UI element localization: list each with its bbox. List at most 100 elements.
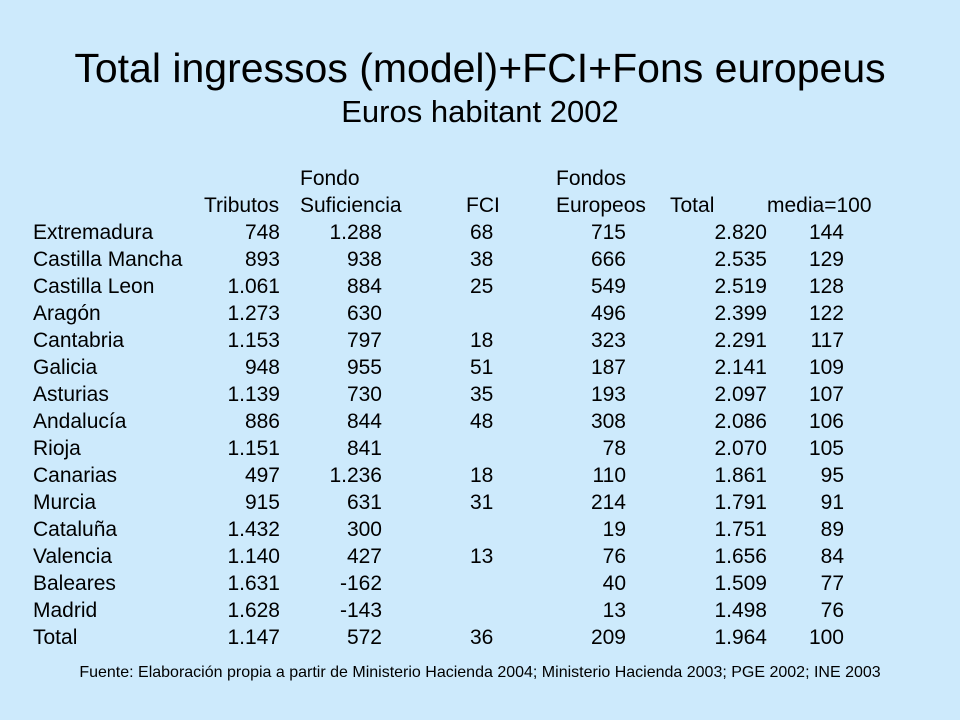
cell-region: Rioja xyxy=(33,437,81,460)
cell-total: 2.820 xyxy=(714,221,767,244)
cell-fondo: 427 xyxy=(346,545,382,568)
cell-media: 105 xyxy=(808,437,844,460)
cell-total: 2.086 xyxy=(714,410,767,433)
table-row: Extremadura 748 1.288 68 715 2.820 144 xyxy=(0,219,960,246)
cell-region: Asturias xyxy=(33,383,109,406)
cell-fondos: 549 xyxy=(590,275,626,298)
table-header-row-2: Tributos Suficiencia FCI Europeos Total … xyxy=(0,192,960,219)
cell-region: Andalucía xyxy=(33,410,127,433)
cell-fondo: -143 xyxy=(339,599,382,622)
cell-region: Total xyxy=(33,626,78,649)
cell-region: Valencia xyxy=(33,545,112,568)
source-note: Fuente: Elaboración propia a partir de M… xyxy=(79,664,881,681)
cell-region: Castilla Leon xyxy=(33,275,155,298)
cell-tributos: 948 xyxy=(244,356,280,379)
cell-fondo: 955 xyxy=(346,356,382,379)
table-row: Aragón 1.273 630 496 2.399 122 xyxy=(0,300,960,327)
table-row: Asturias 1.139 730 35 193 2.097 107 xyxy=(0,381,960,408)
table-row: Cantabria 1.153 797 18 323 2.291 117 xyxy=(0,327,960,354)
table-row: Rioja 1.151 841 78 2.070 105 xyxy=(0,435,960,462)
cell-tributos: 1.273 xyxy=(227,302,280,325)
cell-region: Extremadura xyxy=(33,221,154,244)
cell-media: 109 xyxy=(808,356,844,379)
header-fondo-line2: Suficiencia xyxy=(300,194,402,217)
cell-total: 1.861 xyxy=(714,464,767,487)
table-row: Castilla Leon 1.061 884 25 549 2.519 128 xyxy=(0,273,960,300)
cell-tributos: 1.631 xyxy=(227,572,280,595)
cell-total: 2.519 xyxy=(714,275,767,298)
table-row: Castilla Mancha 893 938 38 666 2.535 129 xyxy=(0,246,960,273)
table-row: Andalucía 886 844 48 308 2.086 106 xyxy=(0,408,960,435)
header-tributos: Tributos xyxy=(204,194,280,217)
cell-tributos: 886 xyxy=(244,410,280,433)
cell-tributos: 748 xyxy=(244,221,280,244)
cell-media: 100 xyxy=(808,626,844,649)
cell-region: Aragón xyxy=(33,302,101,325)
cell-total: 1.509 xyxy=(714,572,767,595)
cell-fci: 18 xyxy=(470,329,494,352)
cell-tributos: 497 xyxy=(244,464,280,487)
cell-fondos: 209 xyxy=(590,626,626,649)
cell-fci: 68 xyxy=(470,221,494,244)
cell-fci: 51 xyxy=(470,356,494,379)
cell-fondo: 1.288 xyxy=(329,221,382,244)
cell-region: Galicia xyxy=(33,356,98,379)
table-row: Madrid 1.628 -143 13 1.498 76 xyxy=(0,597,960,624)
cell-region: Castilla Mancha xyxy=(33,248,183,271)
cell-total: 1.498 xyxy=(714,599,767,622)
cell-tributos: 1.153 xyxy=(227,329,280,352)
cell-tributos: 1.432 xyxy=(227,518,280,541)
cell-fondos: 666 xyxy=(590,248,626,271)
header-media: media=100 xyxy=(767,194,872,217)
cell-fondos: 19 xyxy=(602,518,626,541)
cell-media: 117 xyxy=(810,329,844,352)
cell-fondo: 630 xyxy=(346,302,382,325)
cell-total: 1.656 xyxy=(714,545,767,568)
cell-fondos: 110 xyxy=(592,464,626,487)
table-row: Baleares 1.631 -162 40 1.509 77 xyxy=(0,570,960,597)
cell-tributos: 1.061 xyxy=(227,275,280,298)
cell-total: 2.399 xyxy=(714,302,767,325)
cell-fondos: 193 xyxy=(590,383,626,406)
cell-fondo: 844 xyxy=(346,410,382,433)
table-row: Galicia 948 955 51 187 2.141 109 xyxy=(0,354,960,381)
cell-region: Baleares xyxy=(33,572,116,595)
cell-media: 95 xyxy=(820,464,844,487)
table-row: Valencia 1.140 427 13 76 1.656 84 xyxy=(0,543,960,570)
cell-region: Murcia xyxy=(33,491,97,514)
cell-media: 107 xyxy=(808,383,844,406)
slide-title: Total ingressos (model)+FCI+Fons europeu… xyxy=(74,45,886,91)
cell-total: 2.535 xyxy=(714,248,767,271)
cell-total: 2.291 xyxy=(714,329,767,352)
cell-fondos: 715 xyxy=(590,221,626,244)
cell-media: 84 xyxy=(820,545,844,568)
cell-fondos: 323 xyxy=(590,329,626,352)
cell-region: Canarias xyxy=(33,464,118,487)
header-fci: FCI xyxy=(466,194,500,217)
cell-total: 2.141 xyxy=(714,356,767,379)
cell-total: 1.791 xyxy=(714,491,767,514)
cell-fci: 35 xyxy=(470,383,494,406)
cell-fondo: 1.236 xyxy=(329,464,382,487)
table-header-row-1: Fondo Fondos xyxy=(0,165,960,192)
cell-media: 77 xyxy=(820,572,844,595)
cell-fondos: 187 xyxy=(590,356,626,379)
header-fondo-line1: Fondo xyxy=(300,167,360,190)
cell-fondos: 496 xyxy=(590,302,626,325)
cell-fondos: 78 xyxy=(602,437,626,460)
header-total: Total xyxy=(670,194,715,217)
cell-region: Cantabria xyxy=(33,329,125,352)
cell-fondo: 631 xyxy=(346,491,382,514)
cell-media: 76 xyxy=(820,599,844,622)
cell-tributos: 1.628 xyxy=(227,599,280,622)
cell-fci: 25 xyxy=(470,275,494,298)
cell-region: Cataluña xyxy=(33,518,118,541)
cell-fondo: 730 xyxy=(346,383,382,406)
cell-fondo: 841 xyxy=(346,437,382,460)
header-fondos-line1: Fondos xyxy=(556,167,627,190)
cell-fondos: 40 xyxy=(602,572,626,595)
table-row: Murcia 915 631 31 214 1.791 91 xyxy=(0,489,960,516)
cell-fci: 13 xyxy=(470,545,494,568)
cell-media: 122 xyxy=(808,302,844,325)
table-row: Cataluña 1.432 300 19 1.751 89 xyxy=(0,516,960,543)
